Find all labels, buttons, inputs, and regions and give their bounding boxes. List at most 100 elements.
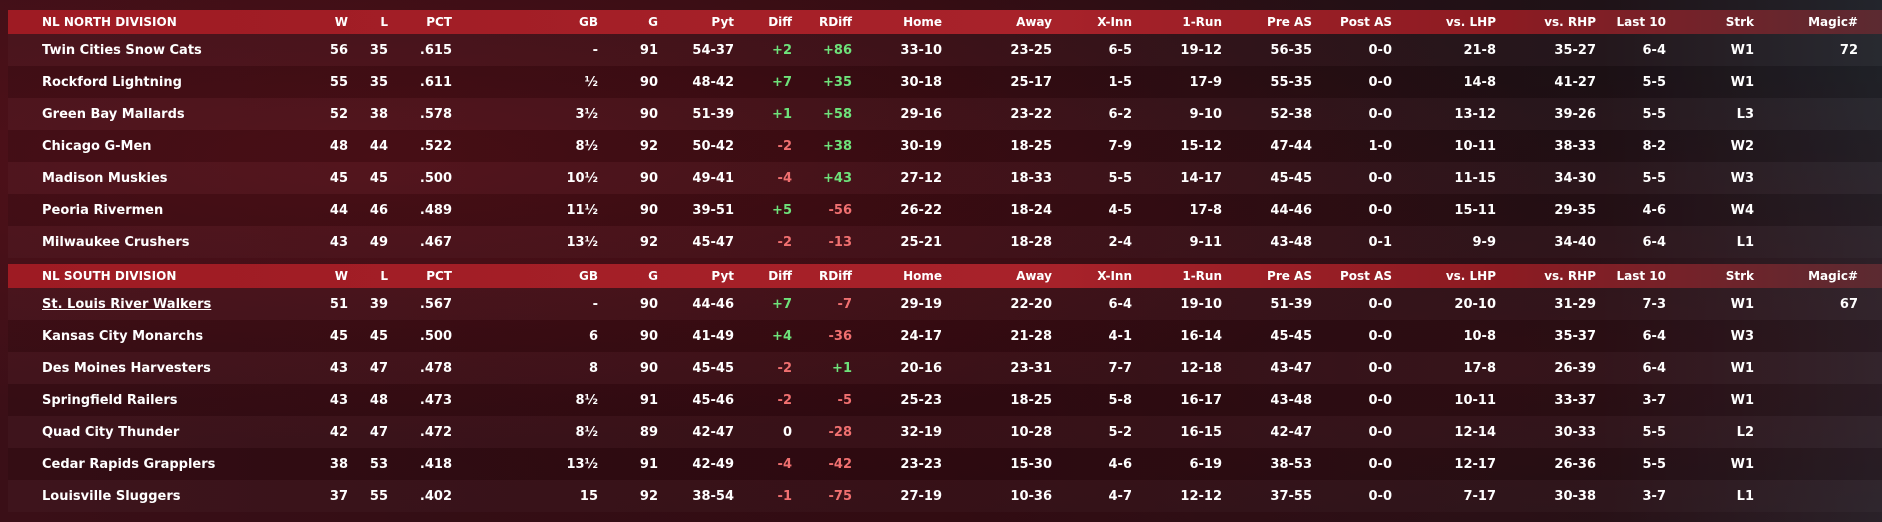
column-header-rhp[interactable]: vs. RHP — [1544, 269, 1596, 283]
team-xinn: 4-1 — [1108, 328, 1133, 344]
column-header-pyt[interactable]: Pyt — [711, 269, 734, 283]
team-g: 92 — [639, 138, 658, 154]
team-row[interactable]: Milwaukee Crushers 43 49 .467 13½ 92 45-47 -2 -1… — [8, 226, 1882, 258]
column-header-g[interactable]: G — [648, 15, 658, 29]
team-home: 30-19 — [900, 138, 942, 154]
team-row[interactable]: Louisville Sluggers 37 55 .402 15 92 38-54 -1 -7… — [8, 480, 1882, 512]
column-header-away[interactable]: Away — [1016, 269, 1052, 283]
column-header-l[interactable]: L — [380, 15, 388, 29]
column-header-magic[interactable]: Magic# — [1808, 269, 1858, 283]
team-xinn: 4-5 — [1108, 202, 1133, 218]
team-name: Green Bay Mallards — [42, 106, 185, 122]
team-onerun: 12-18 — [1180, 360, 1222, 376]
column-header-postas[interactable]: Post AS — [1339, 15, 1392, 29]
team-diff: -4 — [777, 170, 792, 186]
team-row[interactable]: Chicago G-Men 48 44 .522 8½ 92 50-42 -2 +38 30-19… — [8, 130, 1882, 162]
team-g: 91 — [639, 456, 658, 472]
team-l: 49 — [369, 234, 388, 250]
team-magic — [1808, 416, 1858, 448]
column-header-w[interactable]: W — [334, 15, 348, 29]
team-rdiff: +38 — [823, 138, 852, 154]
team-diff: +2 — [772, 42, 792, 58]
team-row[interactable]: Springfield Railers 43 48 .473 8½ 91 45-46 -2 -5… — [8, 384, 1882, 416]
team-pct: .473 — [419, 392, 452, 408]
team-magic — [1808, 162, 1858, 194]
team-xinn: 6-2 — [1108, 106, 1133, 122]
team-pyt: 38-54 — [692, 488, 734, 504]
column-header-w[interactable]: W — [334, 269, 348, 283]
team-lhp: 13-12 — [1454, 106, 1496, 122]
team-name: Des Moines Harvesters — [42, 360, 211, 376]
team-magic — [1808, 448, 1858, 480]
column-header-strk[interactable]: Strk — [1725, 269, 1754, 283]
team-preas: 43-48 — [1270, 392, 1312, 408]
team-home: 25-21 — [900, 234, 942, 250]
team-row[interactable]: St. Louis River Walkers 51 39 .567 - 90 44-46 +… — [8, 288, 1882, 320]
team-strk: W4 — [1730, 202, 1754, 218]
team-away: 15-30 — [1010, 456, 1052, 472]
division-header-south: NL SOUTH DIVISION W L PCT GB G Pyt Diff RDiff Hom… — [8, 264, 1882, 288]
column-header-pyt[interactable]: Pyt — [711, 15, 734, 29]
team-gb: 13½ — [566, 234, 598, 250]
column-header-diff[interactable]: Diff — [768, 15, 792, 29]
column-header-rdiff[interactable]: RDiff — [818, 269, 852, 283]
team-row[interactable]: Kansas City Monarchs 45 45 .500 6 90 41-49 +4 -3… — [8, 320, 1882, 352]
team-l: 35 — [369, 42, 388, 58]
team-home: 24-17 — [900, 328, 942, 344]
team-row[interactable]: Rockford Lightning 55 35 .611 ½ 90 48-42 +7 +35 3… — [8, 66, 1882, 98]
team-row[interactable]: Twin Cities Snow Cats 56 35 .615 - 91 54-37 +2 +… — [8, 34, 1882, 66]
team-lhp: 17-8 — [1463, 360, 1496, 376]
column-header-rdiff[interactable]: RDiff — [818, 15, 852, 29]
team-row[interactable]: Cedar Rapids Grapplers 38 53 .418 13½ 91 42-49… — [8, 448, 1882, 480]
column-header-xinn[interactable]: X-Inn — [1097, 15, 1132, 29]
column-header-preas[interactable]: Pre AS — [1267, 269, 1312, 283]
team-home: 27-19 — [900, 488, 942, 504]
column-header-g[interactable]: G — [648, 269, 658, 283]
team-lhp: 12-14 — [1454, 424, 1496, 440]
team-rdiff: -5 — [837, 392, 852, 408]
team-xinn: 7-9 — [1108, 138, 1133, 154]
team-rdiff: -36 — [828, 328, 853, 344]
column-header-postas[interactable]: Post AS — [1339, 269, 1392, 283]
column-header-preas[interactable]: Pre AS — [1267, 15, 1312, 29]
team-row[interactable]: Quad City Thunder 42 47 .472 8½ 89 42-47 0 -28 32… — [8, 416, 1882, 448]
column-header-home[interactable]: Home — [903, 269, 942, 283]
column-header-xinn[interactable]: X-Inn — [1097, 269, 1132, 283]
column-header-lhp[interactable]: vs. LHP — [1445, 269, 1496, 283]
team-strk: L3 — [1736, 106, 1754, 122]
column-header-gb[interactable]: GB — [579, 269, 598, 283]
team-row[interactable]: Madison Muskies 45 45 .500 10½ 90 49-41 -4 +43 27… — [8, 162, 1882, 194]
column-header-last10[interactable]: Last 10 — [1616, 15, 1667, 29]
team-pct: .567 — [419, 296, 452, 312]
column-header-home[interactable]: Home — [903, 15, 942, 29]
team-row[interactable]: Green Bay Mallards 52 38 .578 3½ 90 51-39 +1 +58… — [8, 98, 1882, 130]
column-header-onerun[interactable]: 1-Run — [1182, 269, 1222, 283]
team-xinn: 4-6 — [1108, 456, 1133, 472]
team-name: Cedar Rapids Grapplers — [42, 456, 216, 472]
column-header-away[interactable]: Away — [1016, 15, 1052, 29]
column-header-lhp[interactable]: vs. LHP — [1445, 15, 1496, 29]
column-header-last10[interactable]: Last 10 — [1616, 269, 1667, 283]
column-header-onerun[interactable]: 1-Run — [1182, 15, 1222, 29]
team-row[interactable]: Peoria Rivermen 44 46 .489 11½ 90 39-51 +5 -56 26… — [8, 194, 1882, 226]
team-last10: 5-5 — [1642, 74, 1667, 90]
team-diff: +7 — [772, 296, 792, 312]
team-row[interactable]: Des Moines Harvesters 43 47 .478 8 90 45-45 -2 +… — [8, 352, 1882, 384]
team-postas: 1-0 — [1368, 138, 1393, 154]
team-xinn: 5-8 — [1108, 392, 1133, 408]
team-w: 56 — [329, 42, 348, 58]
column-header-rhp[interactable]: vs. RHP — [1544, 15, 1596, 29]
column-header-gb[interactable]: GB — [579, 15, 598, 29]
team-name-link[interactable]: St. Louis River Walkers — [42, 296, 212, 312]
column-header-pct[interactable]: PCT — [426, 15, 452, 29]
team-home: 23-23 — [900, 456, 942, 472]
team-rdiff: +58 — [823, 106, 852, 122]
team-pyt: 54-37 — [692, 42, 734, 58]
team-strk: W1 — [1730, 42, 1754, 58]
column-header-magic[interactable]: Magic# — [1808, 15, 1858, 29]
column-header-strk[interactable]: Strk — [1725, 15, 1754, 29]
team-diff: +4 — [772, 328, 792, 344]
column-header-pct[interactable]: PCT — [426, 269, 452, 283]
column-header-diff[interactable]: Diff — [768, 269, 792, 283]
column-header-l[interactable]: L — [380, 269, 388, 283]
